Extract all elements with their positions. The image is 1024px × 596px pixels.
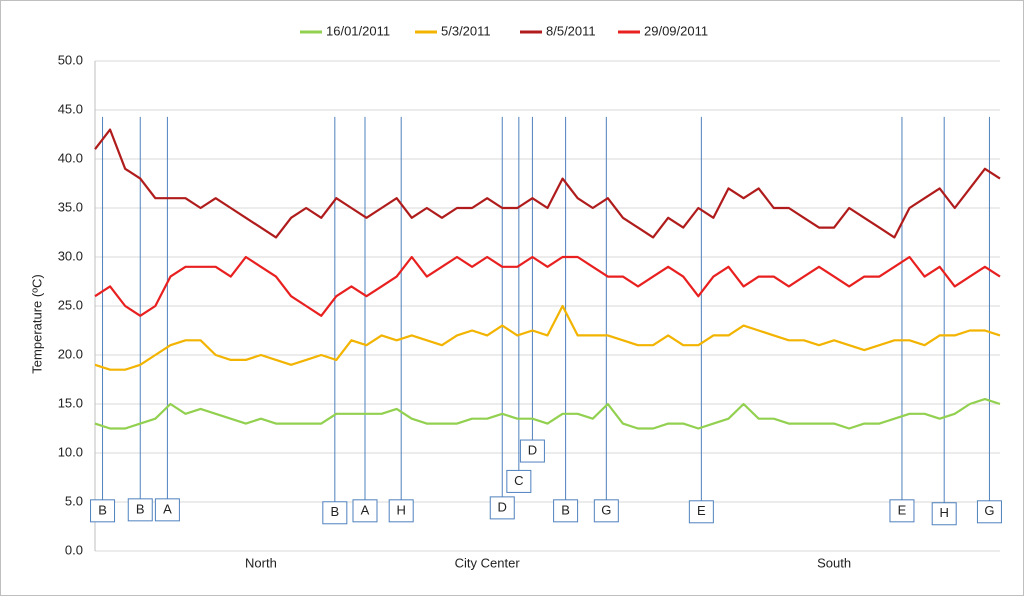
annotation-box bbox=[976, 500, 1002, 524]
annotation-box bbox=[90, 499, 116, 523]
y-tick-label: 50.0 bbox=[58, 52, 83, 67]
series-line bbox=[94, 128, 1001, 239]
annotation-box bbox=[688, 500, 714, 524]
annotation-label: G bbox=[601, 502, 611, 517]
annotation-box bbox=[388, 499, 414, 523]
annotation-label: B bbox=[98, 502, 107, 517]
y-tick-label: 0.0 bbox=[65, 542, 83, 557]
y-tick-label: 20.0 bbox=[58, 346, 83, 361]
legend-label: 29/09/2011 bbox=[644, 23, 708, 38]
annotation-box bbox=[931, 502, 957, 526]
y-tick-label: 15.0 bbox=[58, 395, 83, 410]
y-tick-label: 35.0 bbox=[58, 199, 83, 214]
y-tick-label: 40.0 bbox=[58, 150, 83, 165]
annotation-label: E bbox=[697, 503, 706, 518]
annotation-label: B bbox=[136, 501, 145, 516]
annotation-label: G bbox=[984, 503, 994, 518]
y-tick-label: 25.0 bbox=[58, 297, 83, 312]
annotation-box bbox=[889, 499, 915, 523]
annotation-label: A bbox=[361, 502, 370, 517]
x-tick-label: South bbox=[817, 555, 851, 570]
legend-label: 5/3/2011 bbox=[441, 23, 491, 38]
series-line bbox=[94, 304, 1001, 371]
annotation-label: H bbox=[396, 502, 405, 517]
annotation-label: B bbox=[561, 502, 570, 517]
annotation-box bbox=[489, 496, 515, 520]
y-tick-label: 5.0 bbox=[65, 493, 83, 508]
y-tick-label: 45.0 bbox=[58, 101, 83, 116]
annotation-label: E bbox=[898, 502, 907, 517]
annotation-label: B bbox=[330, 504, 339, 519]
legend-label: 8/5/2011 bbox=[546, 23, 596, 38]
annotation-label: D bbox=[528, 442, 537, 457]
y-tick-label: 10.0 bbox=[58, 444, 83, 459]
annotation-box bbox=[154, 498, 180, 522]
annotation-label: C bbox=[514, 473, 523, 488]
annotation-box bbox=[593, 499, 619, 523]
annotation-box bbox=[553, 499, 579, 523]
annotation-label: H bbox=[939, 505, 948, 520]
annotation-box bbox=[127, 498, 153, 522]
annotation-box bbox=[322, 501, 348, 525]
x-tick-label: North bbox=[245, 555, 277, 570]
series-line bbox=[94, 255, 1001, 317]
annotation-label: A bbox=[163, 501, 172, 516]
legend-label: 16/01/2011 bbox=[326, 23, 390, 38]
annotation-box bbox=[352, 499, 378, 523]
annotation-label: D bbox=[498, 499, 507, 514]
annotation-box bbox=[519, 439, 545, 463]
series-line bbox=[94, 398, 1001, 430]
x-tick-label: City Center bbox=[455, 555, 521, 570]
annotation-box bbox=[506, 469, 532, 493]
y-tick-label: 30.0 bbox=[58, 248, 83, 263]
y-axis-label: Temperature (ºC) bbox=[29, 274, 44, 373]
